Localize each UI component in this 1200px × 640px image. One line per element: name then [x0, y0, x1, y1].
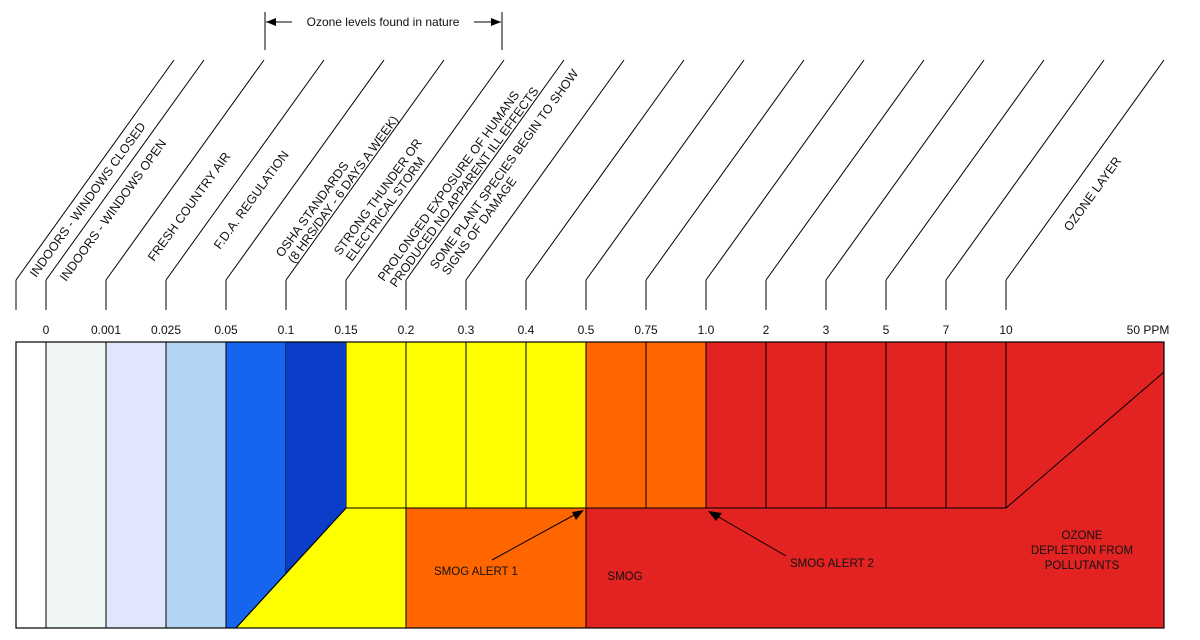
smog-alert-1-band — [405, 507, 587, 629]
smog-label: SMOG — [607, 571, 642, 583]
tick-label: 7 — [943, 323, 950, 337]
tick-label: 0.5 — [578, 323, 595, 337]
ozone-depletion-band — [1006, 372, 1164, 628]
smog-alert-1-arrow — [491, 513, 577, 561]
tick-label: 0.3 — [458, 323, 475, 337]
leader-line — [765, 59, 925, 281]
tick-label: 3 — [823, 323, 830, 337]
tick-label: 0.2 — [398, 323, 415, 337]
category-label: OZONE LAYER — [1061, 154, 1124, 233]
nature-range-label: Ozone levels found in nature — [307, 15, 460, 29]
tick-label: 0.05 — [214, 323, 238, 337]
tick-label: 0.75 — [634, 323, 658, 337]
leader-line — [645, 59, 805, 281]
dark-blue-diagonal-band — [286, 342, 346, 572]
diagram-frame — [15, 341, 1165, 629]
lower-bands — [234, 342, 1165, 629]
leader-line — [825, 59, 985, 281]
leader-line — [1005, 59, 1165, 281]
tick-label: 2 — [763, 323, 770, 337]
tick-label: 0.025 — [151, 323, 181, 337]
leader-line — [945, 59, 1105, 281]
column-0 — [15, 341, 47, 629]
smog-alert-1-label: SMOG ALERT 1 — [434, 566, 518, 578]
leader-line — [285, 59, 445, 281]
leader-line — [525, 59, 685, 281]
tick-label: 0.1 — [278, 323, 295, 337]
leader-line — [105, 59, 265, 281]
smog-alert-2-label: SMOG ALERT 2 — [790, 558, 874, 570]
tick-label: 0 — [43, 323, 50, 337]
nature-range-bracket: Ozone levels found in nature — [264, 12, 503, 50]
tick-label: 50 PPM — [1127, 323, 1170, 337]
leader-line — [165, 59, 325, 281]
leader-line — [15, 59, 175, 281]
leader-line — [405, 59, 565, 281]
tick-label: 0.15 — [334, 323, 358, 337]
ozone-depletion-line-1: OZONE — [1062, 530, 1103, 542]
leader-line — [465, 59, 625, 281]
category-leaders — [15, 59, 1165, 310]
tick-label: 1.0 — [698, 323, 715, 337]
ozone-depletion-line-3: POLLUTANTS — [1045, 560, 1120, 572]
leader-line — [585, 59, 745, 281]
tick-label: 5 — [883, 323, 890, 337]
tick-labels: 0 0.001 0.025 0.05 0.1 0.15 0.2 0.3 0.4 0.5 0.75 1.… — [43, 323, 1170, 337]
tick-label: 0.4 — [518, 323, 535, 337]
column-1 — [45, 341, 107, 629]
column-4 — [225, 341, 287, 629]
column-2 — [105, 341, 167, 629]
leader-line — [885, 59, 1045, 281]
smog-alert-2-arrow — [716, 515, 787, 557]
ozone-depletion-line-2: DEPLETION FROM — [1031, 545, 1133, 557]
leader-line — [705, 59, 865, 281]
band-labels: SMOG ALERT 1 SMOG SMOG ALERT 2 OZONE DEP… — [434, 510, 1133, 583]
tick-label: 10 — [999, 323, 1013, 337]
leader-line — [345, 59, 505, 281]
column-3 — [165, 341, 227, 629]
leader-line — [225, 59, 385, 281]
tick-label: 0.001 — [91, 323, 121, 337]
leader-line — [45, 59, 205, 281]
